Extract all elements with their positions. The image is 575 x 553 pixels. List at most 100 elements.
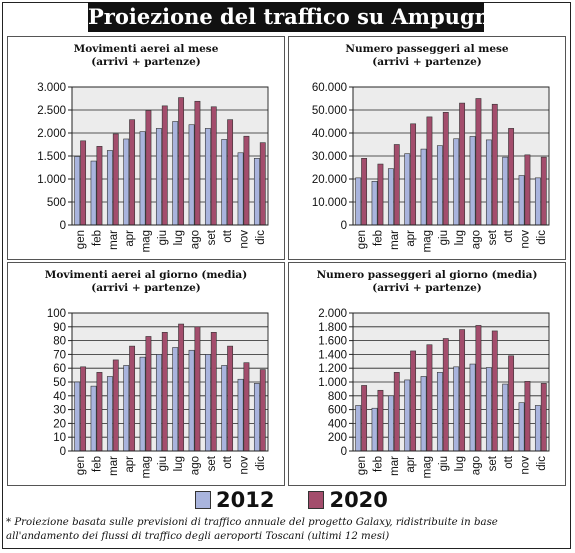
x-tick-label: mar: [108, 456, 120, 476]
bar-2020-apr: [410, 123, 417, 226]
legend-label-2020: 2020: [329, 488, 388, 512]
bar-2012-ott: [221, 139, 228, 226]
bar-2020-ott: [508, 355, 515, 452]
x-tick-label: dic: [536, 456, 548, 471]
bar-2020-apr: [129, 119, 136, 226]
bar-2012-ott: [502, 383, 509, 452]
y-tick-label: 30: [53, 405, 66, 417]
y-tick-label: 200: [328, 432, 347, 444]
bar-2020-feb: [96, 372, 103, 452]
bar-2020-giu: [161, 105, 168, 226]
x-tick-label: giu: [438, 456, 450, 471]
y-tick-label: 2.000: [318, 308, 347, 320]
x-tick-label: gen: [356, 456, 368, 475]
bar-2012-apr: [404, 379, 411, 452]
bar-2020-gen: [361, 385, 368, 452]
bar-2012-ago: [188, 349, 195, 452]
x-tick-label: ago: [190, 230, 202, 249]
bar-2012-apr: [123, 365, 130, 452]
x-tick-label: lug: [454, 456, 466, 471]
bar-2012-ago: [469, 136, 476, 226]
bar-2020-mag: [145, 336, 152, 452]
x-tick-label: ott: [503, 229, 515, 243]
bar-2012-dic: [253, 158, 260, 226]
x-tick-label: feb: [92, 456, 104, 472]
bar-2020-lug: [459, 102, 466, 226]
chart-title-line: Movimenti aerei al mese: [74, 43, 219, 55]
chart-title-line: (arrivi + partenze): [372, 56, 481, 68]
bar-2020-mar: [393, 144, 400, 226]
x-tick-label: apr: [405, 456, 417, 473]
y-tick-label: 1.400: [318, 349, 347, 361]
y-tick-label: 30.000: [312, 151, 347, 163]
y-tick-label: 1.200: [318, 363, 347, 375]
y-tick-label: 90: [53, 322, 66, 334]
bar-2012-ott: [502, 156, 509, 226]
bar-2020-gen: [361, 158, 368, 226]
bar-2020-ott: [227, 119, 234, 226]
y-tick-label: 80: [53, 336, 66, 348]
bar-2012-lug: [453, 366, 460, 452]
bar-2012-mag: [139, 356, 146, 452]
y-tick-label: 600: [328, 405, 347, 417]
bar-2012-ott: [221, 365, 228, 452]
x-tick-label: giu: [157, 456, 169, 471]
bar-2020-nov: [524, 381, 531, 452]
x-tick-label: ott: [222, 455, 234, 469]
y-tick-label: 10.000: [312, 197, 347, 209]
x-tick-label: gen: [356, 230, 368, 249]
bar-2020-set: [491, 103, 498, 226]
bar-2012-set: [485, 367, 492, 452]
legend-label-2012: 2012: [216, 488, 275, 512]
bar-2020-feb: [377, 389, 384, 452]
x-tick-label: dic: [255, 456, 267, 471]
chart-panel-monthly-movements: Movimenti aerei al mese (arrivi + partenz…: [7, 36, 285, 260]
bar-2020-mag: [426, 344, 433, 452]
y-tick-label: 40: [53, 391, 66, 403]
y-tick-label: 70: [53, 349, 66, 361]
legend-swatch-2012: [195, 491, 211, 509]
bar-2020-mag: [145, 110, 152, 226]
x-tick-label: mag: [141, 230, 153, 252]
x-tick-label: lug: [173, 230, 185, 245]
bar-2020-feb: [96, 146, 103, 226]
x-tick-label: set: [206, 455, 218, 471]
x-tick-label: set: [487, 229, 499, 245]
bar-2012-apr: [123, 138, 130, 226]
bar-2020-dic: [259, 369, 266, 452]
bar-2012-dic: [253, 383, 260, 452]
x-tick-label: ago: [471, 230, 483, 249]
bar-2020-dic: [540, 156, 547, 226]
bar-2020-set: [491, 330, 498, 452]
chart-title-line: (arrivi + partenze): [372, 282, 481, 294]
bar-2012-set: [204, 128, 211, 226]
x-tick-label: mar: [389, 230, 401, 250]
bar-2012-mar: [106, 150, 113, 226]
chart-svg: Numero passeggeri al mese(arrivi + parte…: [312, 43, 550, 252]
bar-2012-nov: [237, 378, 244, 452]
chart-panel-monthly-passengers: Numero passeggeri al mese (arrivi + parte…: [288, 36, 566, 260]
bar-2020-dic: [259, 142, 266, 226]
x-tick-label: feb: [373, 230, 385, 246]
bar-2012-set: [204, 354, 211, 452]
y-tick-label: 20.000: [312, 174, 347, 186]
figure-title: Proiezione del traffico su Ampugnano*: [88, 2, 484, 32]
x-tick-label: feb: [373, 456, 385, 472]
y-tick-label: 800: [328, 391, 347, 403]
bar-2012-gen: [74, 381, 81, 452]
chart-title-line: Movimenti aerei al giorno (media): [45, 269, 247, 281]
bar-2012-lug: [172, 347, 179, 452]
x-tick-label: giu: [157, 230, 169, 245]
chart-title-line: (arrivi + partenze): [91, 56, 200, 68]
bar-2012-giu: [155, 354, 162, 452]
x-tick-label: feb: [92, 230, 104, 246]
bar-2012-giu: [436, 145, 443, 226]
x-tick-label: lug: [173, 456, 185, 471]
bar-2020-set: [210, 106, 217, 226]
bar-2020-nov: [243, 135, 250, 226]
bar-2020-lug: [459, 329, 466, 452]
bar-2012-mag: [420, 148, 427, 226]
bar-2012-dic: [534, 177, 541, 226]
x-tick-label: apr: [405, 230, 417, 247]
bar-2020-apr: [129, 345, 136, 452]
